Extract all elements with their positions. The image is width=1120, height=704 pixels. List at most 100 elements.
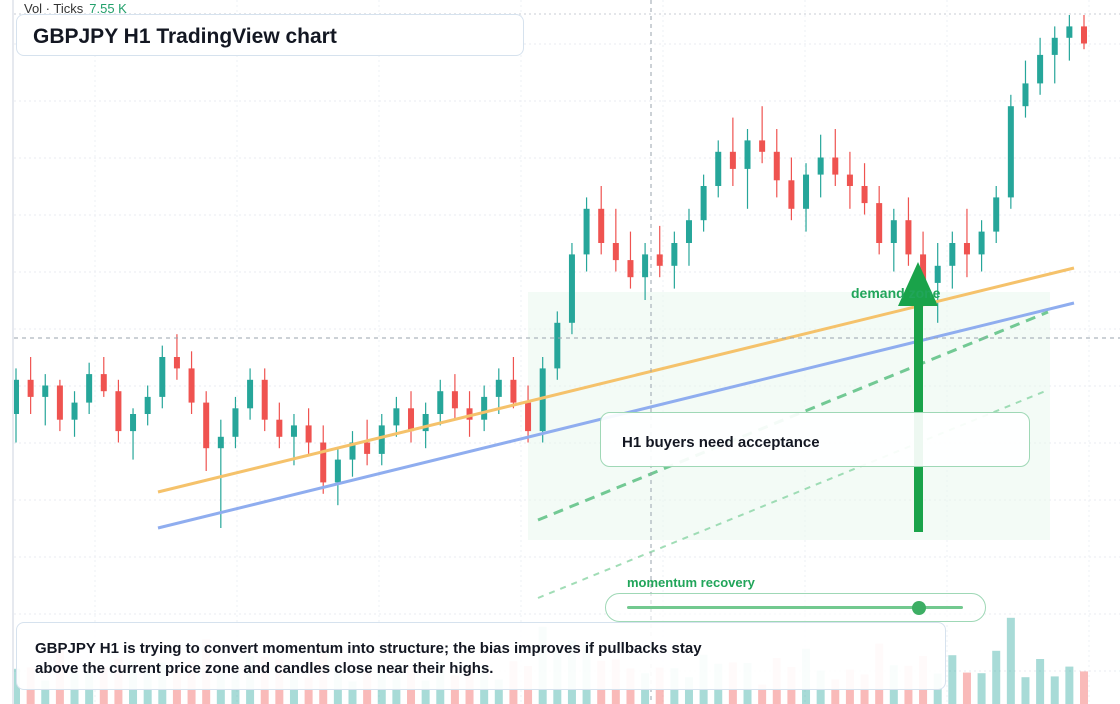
volume-bar	[1021, 677, 1030, 704]
candle	[159, 345, 166, 409]
chart-title-box: GBPJPY H1 TradingView chart	[16, 14, 524, 56]
candle	[144, 385, 151, 426]
volume-bar	[684, 677, 693, 704]
candle	[583, 197, 590, 272]
volume-bar	[41, 680, 50, 704]
candle	[393, 396, 400, 437]
candle	[290, 414, 297, 466]
candle	[539, 357, 546, 443]
volume-bar	[992, 650, 1001, 704]
candle	[27, 357, 34, 414]
momentum-knob	[912, 601, 927, 615]
candle	[247, 368, 254, 420]
candle	[13, 368, 19, 443]
candle	[320, 425, 327, 494]
candle	[305, 408, 312, 454]
volume-bar	[831, 679, 840, 704]
candle	[86, 362, 93, 414]
analysis-summary-box: GBPJPY H1 is trying to convert momentum …	[16, 622, 946, 690]
demand-zone-label: demand zone	[851, 285, 941, 301]
candle	[803, 163, 810, 232]
volume-bar	[494, 679, 503, 704]
candle	[1066, 15, 1073, 61]
candle	[788, 157, 795, 221]
candle	[1051, 26, 1058, 84]
candle	[832, 129, 839, 186]
momentum-label: momentum recovery	[627, 575, 755, 590]
volume-bar	[1006, 617, 1015, 704]
candle	[759, 106, 766, 164]
candle	[261, 368, 268, 432]
candle	[349, 431, 356, 477]
candle	[115, 379, 122, 443]
candle	[685, 208, 692, 266]
candle	[334, 448, 341, 506]
candle	[466, 391, 473, 437]
candle	[876, 186, 883, 255]
volume-legend-value: 7.55 K	[89, 1, 127, 16]
candle	[1007, 94, 1014, 209]
candle	[612, 208, 619, 272]
candle	[656, 225, 663, 278]
volume-bar	[1080, 671, 1088, 704]
candle	[978, 220, 985, 272]
chart-title: GBPJPY H1 TradingView chart	[33, 25, 337, 48]
candle	[42, 374, 49, 426]
candle	[642, 243, 649, 300]
acceptance-callout-text: H1 buyers need acceptance	[622, 434, 820, 451]
candle	[671, 231, 678, 289]
volume-bar	[1036, 659, 1045, 704]
candle	[378, 414, 385, 466]
candle	[188, 351, 195, 414]
volume-bar	[1065, 666, 1074, 704]
momentum-track	[627, 606, 963, 609]
candle	[1022, 60, 1029, 118]
candle	[934, 243, 941, 323]
candle	[100, 357, 107, 397]
candle	[408, 391, 415, 443]
candle	[729, 117, 736, 186]
candle	[627, 231, 634, 289]
candle	[481, 385, 488, 432]
candle	[905, 197, 912, 266]
volume-bar	[421, 680, 430, 704]
candle	[217, 419, 224, 528]
candle	[568, 243, 575, 335]
candle	[232, 396, 239, 449]
candle	[963, 208, 970, 278]
candle	[173, 334, 180, 380]
acceptance-callout: H1 buyers need acceptance	[600, 412, 1030, 467]
candle	[715, 140, 722, 198]
candle	[130, 408, 137, 460]
candle	[890, 208, 897, 272]
candle	[437, 379, 444, 426]
volume-bar	[348, 681, 357, 704]
candle	[861, 163, 868, 215]
candle	[598, 186, 605, 255]
candle	[700, 174, 707, 232]
candle	[525, 385, 532, 443]
candle	[56, 379, 63, 432]
candle	[993, 186, 1000, 243]
candle	[846, 151, 853, 209]
volume-bar	[304, 677, 313, 704]
candle	[817, 134, 824, 198]
candle	[451, 374, 458, 420]
volume-bar	[948, 655, 957, 704]
analysis-summary-text: GBPJPY H1 is trying to convert momentum …	[35, 640, 702, 677]
candle	[1081, 15, 1087, 50]
candle	[510, 357, 517, 409]
volume-bar	[12, 668, 20, 704]
volume-bar	[962, 672, 971, 704]
candle	[949, 231, 956, 289]
candle	[1037, 37, 1044, 95]
volume-bar	[758, 684, 767, 704]
momentum-meter	[605, 593, 986, 622]
candle	[744, 129, 751, 209]
volume-legend: Vol · Ticks 7.55 K	[24, 1, 127, 16]
candle	[495, 368, 502, 414]
volume-legend-label: Vol · Ticks	[24, 1, 84, 16]
candle	[203, 391, 210, 471]
candle	[773, 129, 780, 198]
volume-bar	[1050, 676, 1059, 704]
